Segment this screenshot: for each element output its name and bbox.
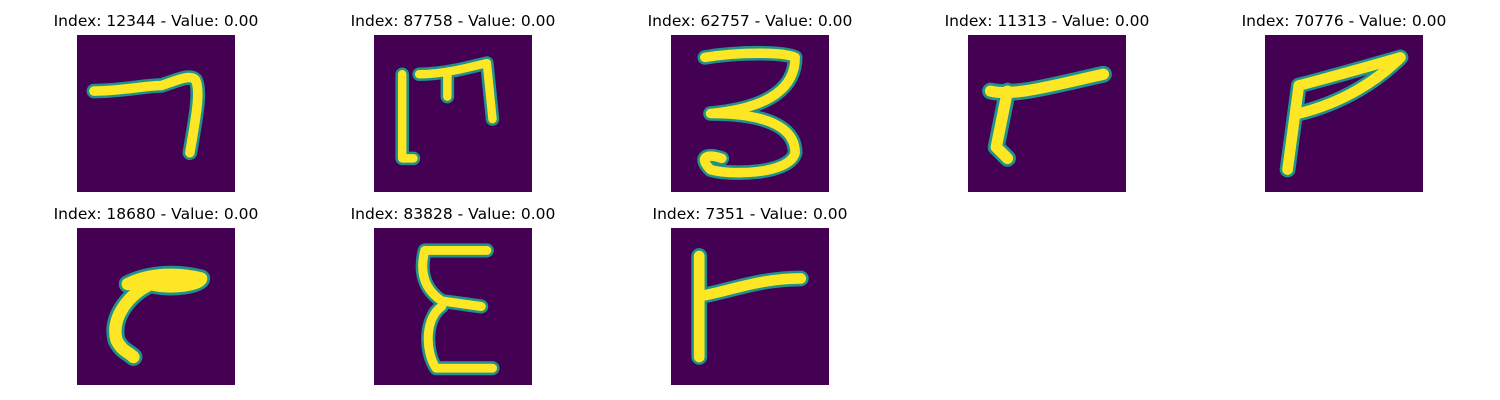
digit-image — [671, 228, 829, 385]
digit-image — [671, 35, 829, 192]
panel-title: Index: 62757 - Value: 0.00 — [647, 12, 853, 30]
panel-title: Index: 11313 - Value: 0.00 — [944, 12, 1150, 30]
digit-image — [374, 35, 532, 192]
digit-image — [374, 228, 532, 385]
digit-image — [77, 35, 235, 192]
panel-title: Index: 12344 - Value: 0.00 — [53, 12, 259, 30]
panel-title: Index: 70776 - Value: 0.00 — [1241, 12, 1447, 30]
panel-title: Index: 87758 - Value: 0.00 — [350, 12, 556, 30]
digit-image — [1265, 35, 1423, 192]
panel-title: Index: 18680 - Value: 0.00 — [53, 205, 259, 223]
digit-image — [968, 35, 1126, 192]
digit-image — [77, 228, 235, 385]
panel-title: Index: 83828 - Value: 0.00 — [350, 205, 556, 223]
panel-title: Index: 7351 - Value: 0.00 — [652, 205, 848, 223]
